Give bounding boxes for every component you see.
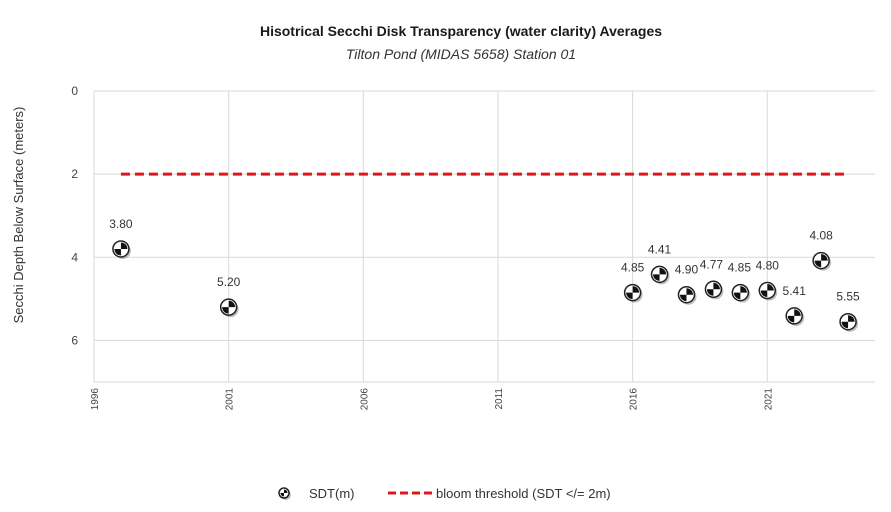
sdt-point <box>623 283 643 303</box>
sdt-point <box>650 265 670 285</box>
sdt-data-label: 4.85 <box>728 261 752 275</box>
sdt-point <box>785 307 805 326</box>
legend-disk-icon <box>278 487 291 500</box>
y-tick-label: 2 <box>71 167 78 181</box>
y-axis-label: Secchi Depth Below Surface (meters) <box>11 107 26 324</box>
plot-area: 3.805.204.854.414.90 4.77 4.85 4.805.414.08… <box>109 172 860 332</box>
sdt-data-label: 5.20 <box>217 275 241 289</box>
x-tick-label: 2006 <box>359 388 370 411</box>
sdt-point <box>839 312 859 332</box>
axes: 0 2 4 6 1996 2001 2006 2011 2016 2021 <box>71 84 774 410</box>
sdt-point <box>812 251 832 271</box>
x-tick-label: 2001 <box>225 388 236 411</box>
sdt-point <box>758 281 778 301</box>
sdt-data-label: 4.90 <box>675 263 699 277</box>
x-tick-label: 2011 <box>494 388 505 410</box>
sdt-point <box>677 285 697 305</box>
chart-title: Hisotrical Secchi Disk Transparency (wat… <box>260 23 662 39</box>
sdt-point <box>112 240 131 259</box>
chart-subtitle: Tilton Pond (MIDAS 5658) Station 01 <box>346 46 576 62</box>
y-tick-label: 6 <box>71 333 78 347</box>
sdt-point <box>219 298 239 318</box>
legend-label-bloom-threshold: bloom threshold (SDT </= 2m) <box>436 486 611 501</box>
legend-label-sdt: SDT(m) <box>309 486 355 501</box>
sdt-data-label: 5.55 <box>836 290 860 304</box>
grid <box>93 90 875 383</box>
x-tick-label: 2016 <box>629 388 640 411</box>
sdt-data-label: 5.41 <box>783 284 807 298</box>
legend: SDT(m) bloom threshold (SDT </= 2m) <box>278 486 611 501</box>
sdt-point <box>731 283 751 303</box>
sdt-data-label: 4.41 <box>648 242 672 256</box>
y-tick-label: 0 <box>71 84 78 98</box>
sdt-data-label: 3.80 <box>109 217 133 231</box>
sdt-data-label: 4.85 <box>621 261 645 275</box>
legend-marker-sdt <box>278 487 291 500</box>
sdt-data-label: 4.08 <box>809 229 833 243</box>
y-tick-label: 4 <box>71 250 78 264</box>
x-tick-label: 1996 <box>90 388 101 411</box>
sdt-data-label: 4.77 <box>700 257 724 271</box>
x-tick-label: 2021 <box>763 388 774 411</box>
sdt-data-label: 4.80 <box>756 259 780 273</box>
sdt-point <box>704 280 724 300</box>
